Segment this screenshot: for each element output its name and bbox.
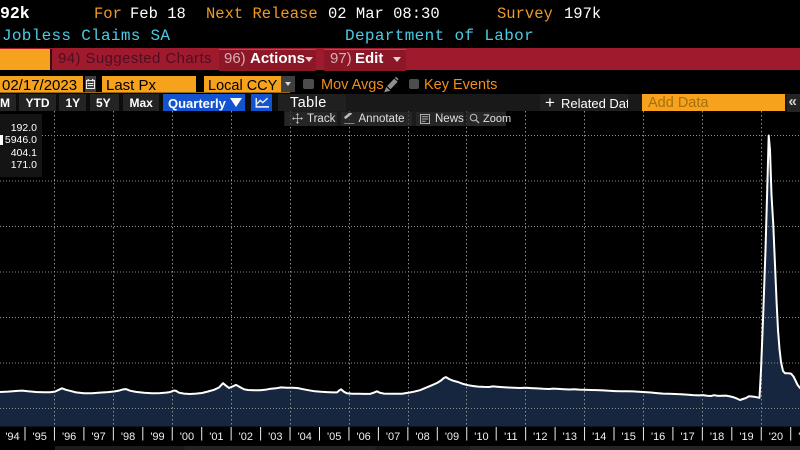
svg-text:'99: '99 [150,431,164,443]
svg-text:'96: '96 [62,431,76,443]
svg-text:'14: '14 [592,431,606,443]
svg-text:'97: '97 [91,431,105,443]
svg-text:'04: '04 [298,431,312,443]
svg-text:'05: '05 [327,431,341,443]
svg-text:'13: '13 [563,431,577,443]
svg-text:'19: '19 [739,431,753,443]
svg-text:'09: '09 [445,431,459,443]
svg-text:'16: '16 [651,431,665,443]
svg-text:'17: '17 [680,431,694,443]
svg-text:'00: '00 [180,431,194,443]
svg-text:'95: '95 [33,431,47,443]
svg-text:'08: '08 [415,431,429,443]
svg-text:'21: '21 [798,431,800,443]
svg-text:'12: '12 [533,431,547,443]
svg-text:'18: '18 [710,431,724,443]
svg-text:'15: '15 [622,431,636,443]
svg-text:'10: '10 [474,431,488,443]
svg-text:'94: '94 [5,431,19,443]
svg-text:'11: '11 [504,431,518,443]
svg-text:'06: '06 [356,431,370,443]
svg-text:'02: '02 [239,431,253,443]
svg-text:'07: '07 [386,431,400,443]
svg-text:'20: '20 [769,431,783,443]
svg-text:'03: '03 [268,431,282,443]
svg-text:'01: '01 [209,431,223,443]
svg-text:'98: '98 [121,431,135,443]
